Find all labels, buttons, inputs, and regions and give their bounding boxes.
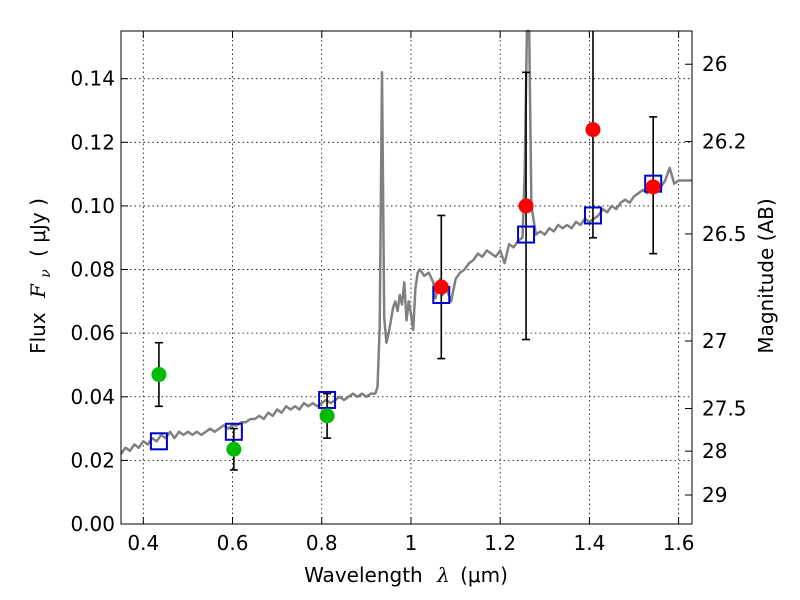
y-tick-label: 0.04: [70, 385, 115, 409]
optical-flux-point: [226, 441, 242, 457]
y-tick-label: 0.08: [70, 258, 115, 282]
y-tick-label: 0.14: [70, 67, 115, 91]
y-axis-label-subscript: ν: [38, 269, 54, 278]
x-tick-label: 0.4: [127, 531, 159, 555]
model-square-marker: [517, 225, 536, 244]
x-axis-label: Wavelength λ (μm): [304, 563, 508, 587]
x-tick-label: 0.6: [217, 531, 249, 555]
model-square-marker: [149, 432, 168, 451]
right-tick-label: 27: [702, 329, 727, 353]
model-square-marker: [583, 206, 602, 225]
right-tick-label: 26: [702, 52, 727, 76]
model-square-marker: [224, 422, 243, 441]
x-tick-label: 0.8: [306, 531, 338, 555]
y-tick-label: 0.12: [70, 130, 115, 154]
nir-flux-point: [518, 198, 534, 214]
x-tick-label: 1.2: [484, 531, 516, 555]
nir-flux-point: [433, 279, 449, 295]
optical-flux-point: [151, 367, 167, 383]
y-tick-label: 0.02: [70, 448, 115, 472]
x-axis-label-unit: (μm): [460, 563, 508, 587]
y-tick-label: 0.10: [70, 194, 115, 218]
y-axis-label-text: Flux: [26, 312, 50, 354]
x-tick-label: 1.6: [663, 531, 695, 555]
grid-lines: [121, 31, 692, 525]
right-tick-label: 28: [702, 439, 727, 463]
right-axis-label: Magnitude (AB): [754, 198, 778, 353]
right-tick-label: 27.5: [702, 397, 747, 421]
y-tick-label: 0.00: [70, 512, 115, 536]
error-bars: [154, 31, 658, 471]
y-axis-label-unit: ( μJy ): [26, 198, 50, 257]
template-spectrum-path: [119, 29, 692, 455]
x-axis-label-symbol: λ: [436, 563, 450, 587]
optical-flux-point: [319, 408, 335, 424]
model-square-marker: [318, 390, 337, 409]
template-spectrum-line: [119, 29, 692, 455]
right-tick-label: 29: [702, 483, 727, 507]
right-tick-label: 26.5: [702, 222, 747, 246]
y-tick-label: 0.06: [70, 321, 115, 345]
plot-frame: [120, 30, 693, 525]
measured-points: [151, 122, 661, 457]
nir-flux-point: [585, 122, 601, 138]
y-axis-label-symbol: F: [26, 283, 50, 299]
x-tick-label: 1.4: [573, 531, 605, 555]
y-axis-label: Flux F ν ( μJy ): [26, 198, 55, 354]
right-tick-label: 26.2: [702, 130, 747, 154]
axis-ticks: 0.4 0.6 0.8 1 1.2 1.4 1.6 0.00 0.02 0.04 0.06 0.08 0…: [70, 31, 747, 555]
nir-flux-point: [645, 179, 661, 195]
x-axis-label-text: Wavelength: [304, 563, 423, 587]
x-tick-label: 1: [405, 531, 418, 555]
